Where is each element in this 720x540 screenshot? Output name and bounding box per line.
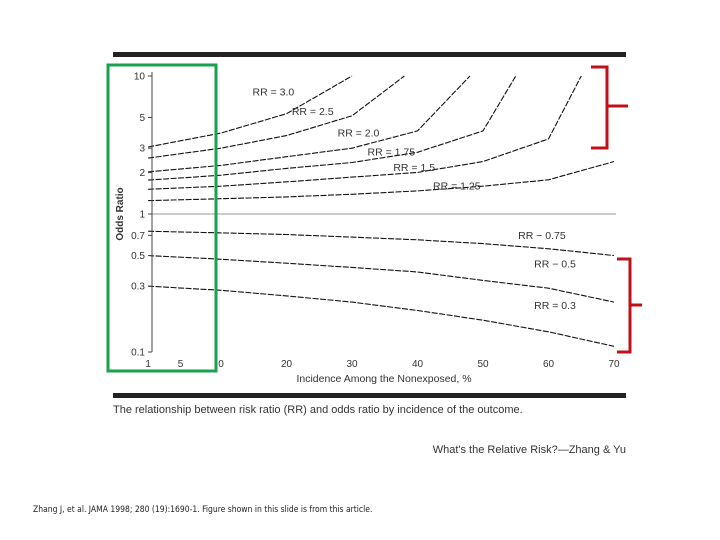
y-tick-label: 1 <box>139 210 145 221</box>
x-tick-label: 40 <box>412 359 424 370</box>
y-tick-label: 0.7 <box>131 231 145 242</box>
series-line-0 <box>147 75 353 148</box>
upper-bracket <box>591 65 628 150</box>
series-line-5 <box>148 160 615 202</box>
curve-label: RR = 3.0 <box>253 87 295 99</box>
series-line-6 <box>148 230 615 257</box>
x-tick-label: 1 <box>145 359 151 370</box>
curve-label: RR = 1.5 <box>393 162 435 174</box>
source-credit: What's the Relative Risk?—Zhang & Yu <box>432 444 626 456</box>
x-tick-label: 50 <box>477 359 489 370</box>
series-line-7 <box>148 254 615 303</box>
curve-label: RR − 0.5 <box>534 258 576 270</box>
series-line-8 <box>148 285 615 347</box>
y-tick-label: 3 <box>139 144 145 155</box>
curve-labels: RR = 3.0 RR = 2.5 RR = 2.0 RR = 1.75 RR = 1.… <box>253 87 577 312</box>
y-tick-label: 0.3 <box>131 282 145 293</box>
curve-label: RR − 0.75 <box>518 230 566 242</box>
curve-label: RR = 2.5 <box>292 106 334 118</box>
x-tick-label: 30 <box>346 359 358 370</box>
x-tick-label: 20 <box>281 359 293 370</box>
series-line-1 <box>148 75 405 159</box>
x-tick-label: 0 <box>218 359 224 370</box>
y-tick-label: 2 <box>139 168 145 179</box>
y-tick-label: 0.5 <box>131 251 145 262</box>
series-line-2 <box>148 75 471 173</box>
figure-top-rule <box>113 52 626 57</box>
x-tick-label: 60 <box>543 359 555 370</box>
x-axis-label: Incidence Among the Nonexposed, % <box>296 373 471 385</box>
y-tick-labels: 0.1 0.3 0.5 0.7 1 2 3 5 10 <box>131 72 152 359</box>
y-axis-label: Odds Ratio <box>115 187 126 240</box>
x-tick-labels: 1 5 0 20 30 40 50 60 70 <box>145 359 620 370</box>
figure-caption: The relationship between risk ratio (RR)… <box>113 404 523 416</box>
curve-label: RR = 1.25 <box>433 181 481 193</box>
x-tick-label: 70 <box>608 359 620 370</box>
lower-bracket <box>617 257 642 354</box>
series-layer <box>147 75 615 347</box>
citation: Zhang J, et al. JAMA 1998; 280 (19):1690… <box>33 505 373 515</box>
x-tick-label: 5 <box>178 359 184 370</box>
y-tick-label: 0.1 <box>131 348 145 359</box>
curve-label: RR = 0.3 <box>534 300 576 312</box>
y-tick-label: 10 <box>134 72 146 83</box>
series-line-4 <box>148 75 582 190</box>
figure-bottom-rule <box>113 393 626 398</box>
curve-label: RR = 2.0 <box>338 127 380 139</box>
curve-label: RR = 1.75 <box>368 147 416 159</box>
y-tick-label: 5 <box>139 113 145 124</box>
low-incidence-highlight-box <box>106 63 218 373</box>
series-line-3 <box>148 75 517 181</box>
